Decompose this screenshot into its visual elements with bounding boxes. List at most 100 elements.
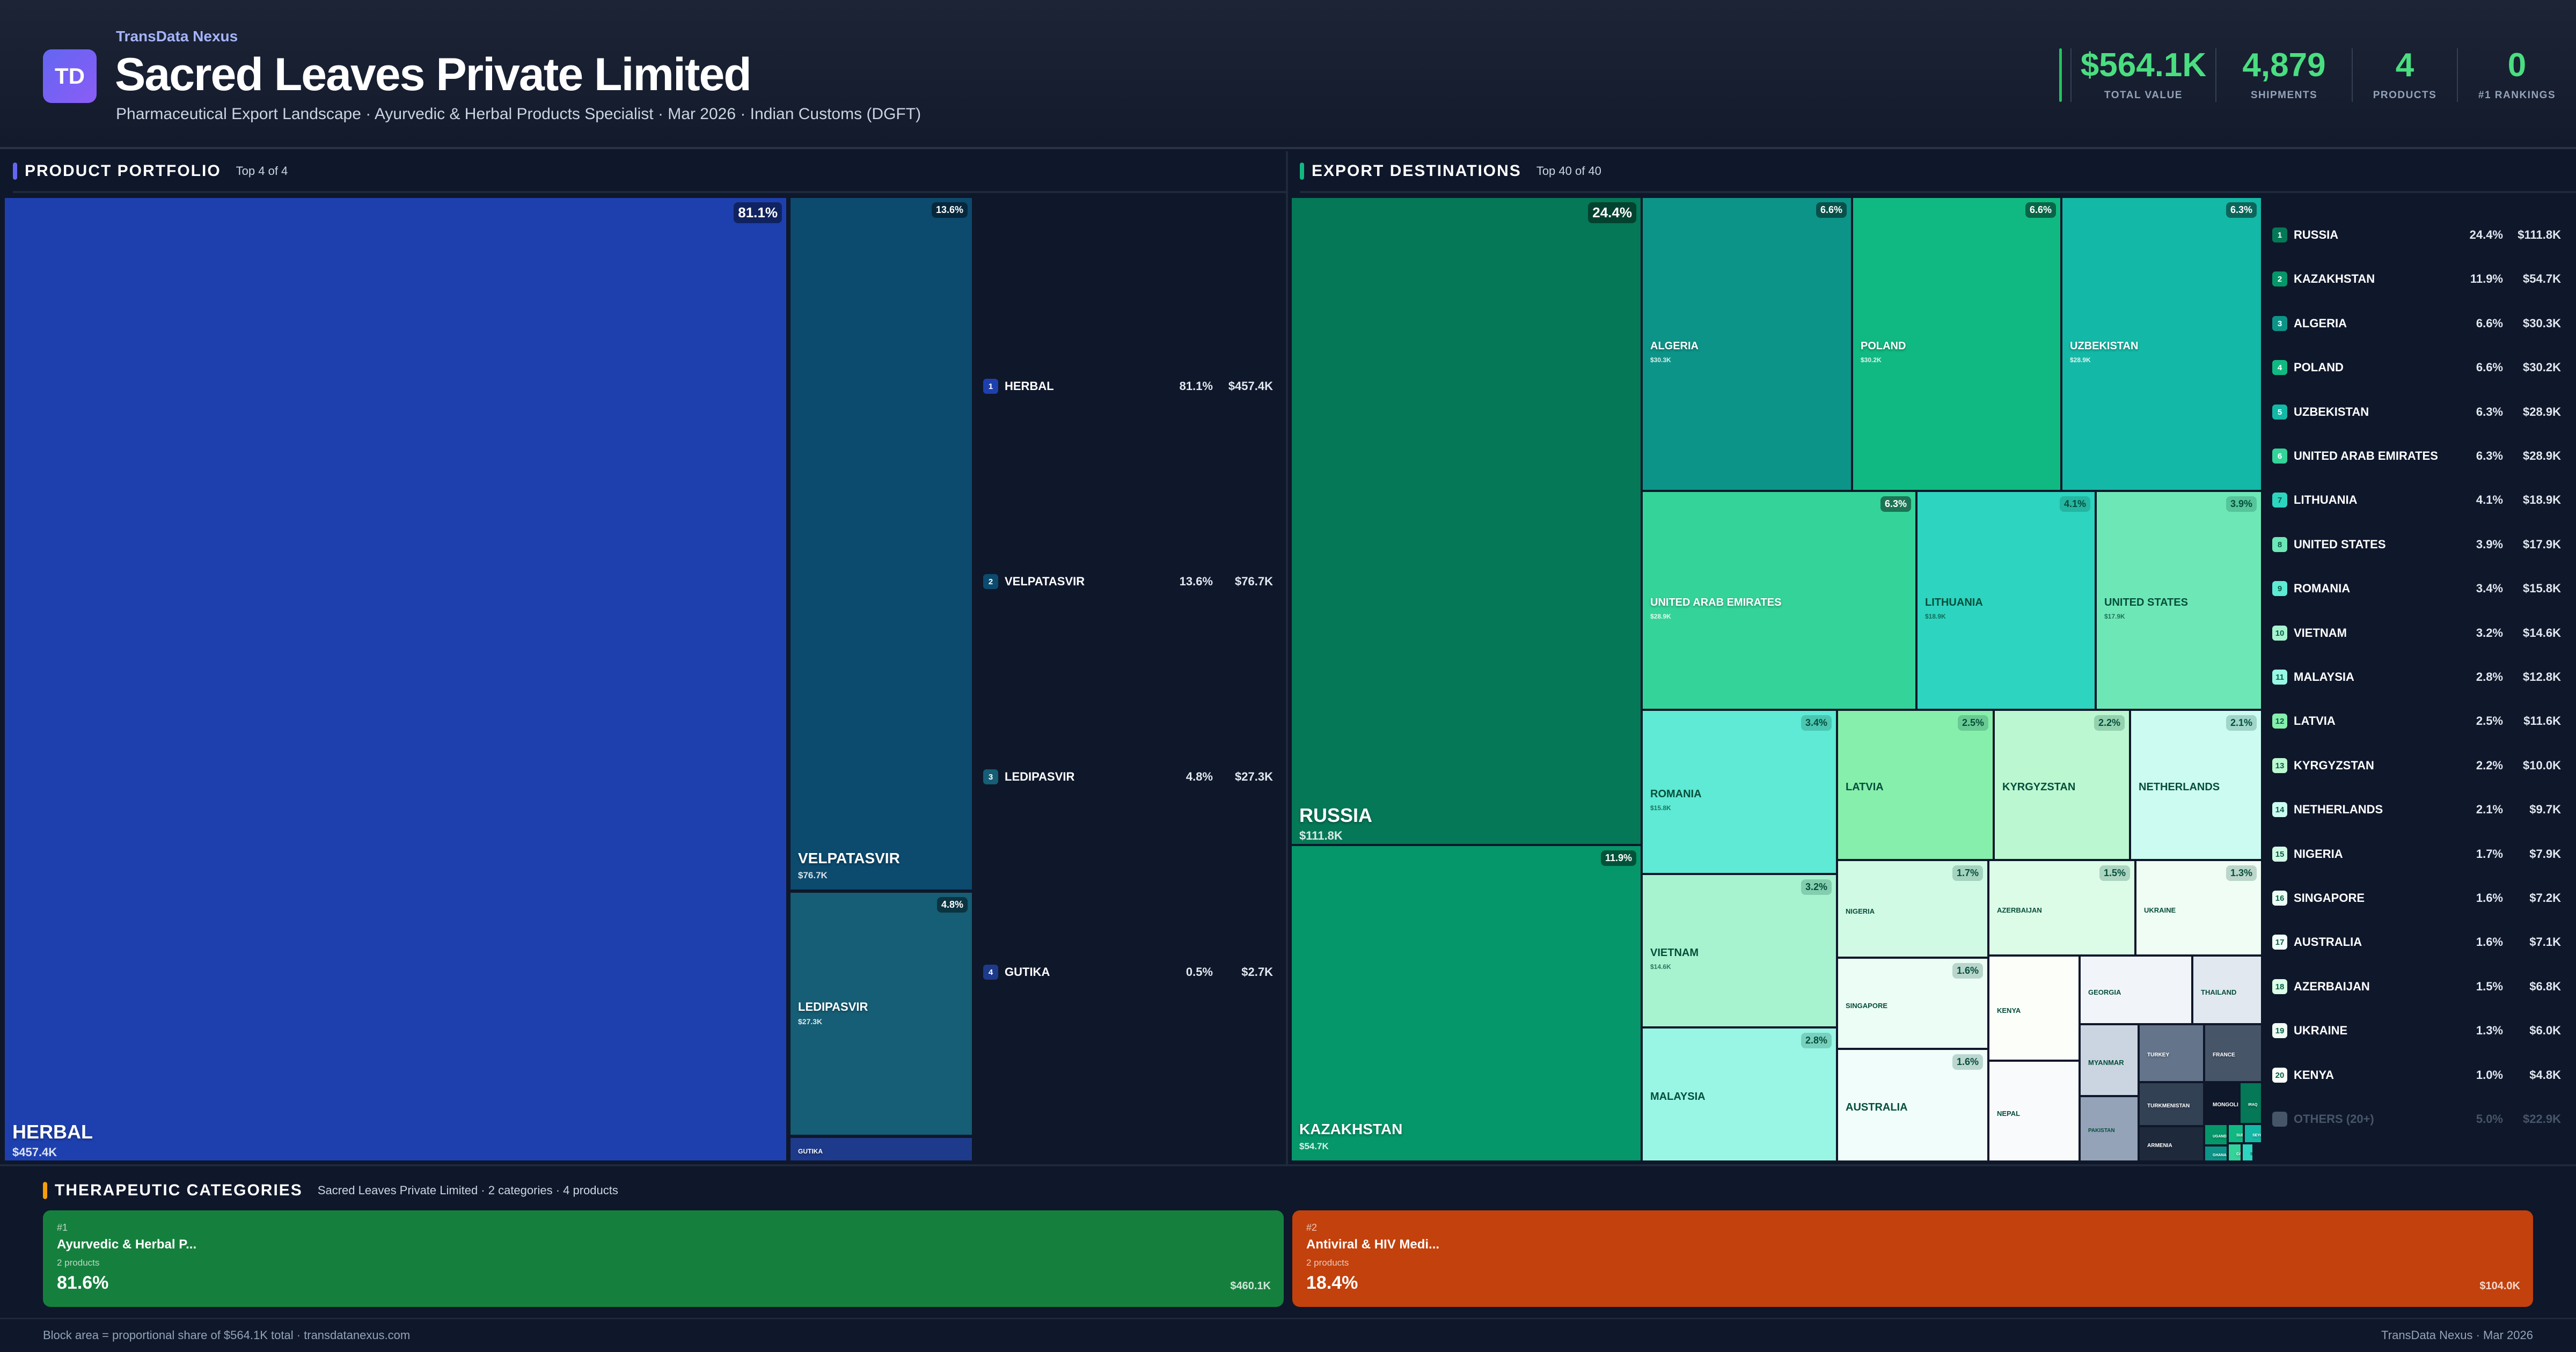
legend-item[interactable]: 17 AUSTRALIA 1.6% $7.1K xyxy=(2272,931,2562,953)
legend-value: $18.9K xyxy=(2523,493,2561,506)
legend-item[interactable]: 13 KYRGYZSTAN 2.2% $10.0K xyxy=(2272,755,2562,776)
cell-name: TURKMENISTAN xyxy=(2147,1103,2190,1109)
category-name: Ayurvedic & Herbal P... xyxy=(57,1237,197,1252)
legend-item[interactable]: 1 HERBAL 81.1% $457.4K xyxy=(983,376,1273,397)
legend-item[interactable]: 3 ALGERIA 6.6% $30.3K xyxy=(2272,313,2562,334)
legend-name: KYRGYZSTAN xyxy=(2294,759,2374,772)
treemap-cell-vietnam[interactable]: 3.2% VIETNAM $14.6K xyxy=(1641,873,1838,1028)
cell-name: RUSSIA xyxy=(1299,804,1373,826)
cell-name: SINGAPORE xyxy=(1846,1002,1888,1010)
legend-item[interactable]: 14 NETHERLANDS 2.1% $9.7K xyxy=(2272,799,2562,820)
treemap-cell-nigeria[interactable]: 1.7% NIGERIA xyxy=(1836,859,1989,958)
legend-name: VIETNAM xyxy=(2294,626,2347,640)
treemap-cell-malaysia[interactable]: 2.8% MALAYSIA xyxy=(1641,1027,1838,1162)
legend-value: $7.2K xyxy=(2529,891,2561,905)
kpi-value: 4,879 xyxy=(2242,47,2326,84)
legend-item[interactable]: 2 VELPATASVIR 13.6% $76.7K xyxy=(983,571,1273,592)
footer-credit: TransData Nexus · Mar 2026 xyxy=(2381,1328,2533,1342)
cell-name: ROMANIA xyxy=(1650,788,1702,800)
treemap-cell-uganda[interactable]: UGANDA xyxy=(2204,1123,2228,1146)
legend-value: $7.9K xyxy=(2529,847,2561,861)
treemap-cell-ukraine[interactable]: 1.3% UKRAINE xyxy=(2135,859,2263,956)
treemap-cell-azerbaijan[interactable]: 1.5% AZERBAIJAN xyxy=(1988,859,2136,956)
treemap-cell-kenya[interactable]: KENYA xyxy=(1988,955,2080,1061)
legend-pct: 1.3% xyxy=(2476,1024,2503,1037)
treemap-cell-nepal[interactable]: NEPAL xyxy=(1988,1060,2080,1162)
legend-item[interactable]: 6 UNITED ARAB EMIRATES 6.3% $28.9K xyxy=(2272,445,2562,467)
treemap-cell-uzbekistan[interactable]: 6.3% UZBEKISTAN $28.9K xyxy=(2061,196,2263,491)
treemap-cell-thailand[interactable]: THAILAND xyxy=(2192,955,2263,1025)
legend-item[interactable]: 7 LITHUANIA 4.1% $18.9K xyxy=(2272,489,2562,511)
treemap-cell-romania[interactable]: 3.4% ROMANIA $15.8K xyxy=(1641,709,1838,875)
treemap-cell-poland[interactable]: 6.6% POLAND $30.2K xyxy=(1851,196,2062,491)
treemap-cell-united-states[interactable]: 3.9% UNITED STATES $17.9K xyxy=(2095,490,2263,710)
treemap-cell-kyrgyzstan[interactable]: 2.2% KYRGYZSTAN xyxy=(1993,709,2131,861)
legend-pct: 2.2% xyxy=(2476,759,2503,772)
cell-name: VELPATASVIR xyxy=(798,850,900,866)
legend-item[interactable]: 4 POLAND 6.6% $30.2K xyxy=(2272,357,2562,378)
treemap-cell-gutika[interactable]: GUTIKA xyxy=(789,1136,974,1162)
treemap-cell-armenia[interactable]: ARMENIA xyxy=(2138,1126,2205,1162)
treemap-cell-algeria[interactable]: 6.6% ALGERIA $30.3K xyxy=(1641,196,1853,491)
legend-pct: 1.6% xyxy=(2476,891,2503,905)
treemap-cell-united-arab-emirates[interactable]: 6.3% UNITED ARAB EMIRATES $28.9K xyxy=(1641,490,1917,710)
legend-item[interactable]: 1 RUSSIA 24.4% $111.8K xyxy=(2272,224,2562,246)
treemap-cell-myanmar[interactable]: MYANMAR xyxy=(2079,1024,2139,1097)
treemap-cell-iraq[interactable]: IRAQ xyxy=(2239,1082,2263,1125)
category-name: Antiviral & HIV Medi... xyxy=(1306,1237,1440,1252)
legend-item[interactable]: 15 NIGERIA 1.7% $7.9K xyxy=(2272,843,2562,865)
treemap-cell-singapore[interactable]: 1.6% SINGAPORE xyxy=(1836,957,1989,1049)
cell-name: UZBEKISTAN xyxy=(2070,340,2139,352)
category-card[interactable]: #1 Ayurvedic & Herbal P... 2 products 81… xyxy=(43,1210,1284,1307)
rank-badge: 18 xyxy=(2272,979,2287,994)
legend-item[interactable]: 11 MALAYSIA 2.8% $12.8K xyxy=(2272,666,2562,688)
legend-item[interactable]: 9 ROMANIA 3.4% $15.8K xyxy=(2272,578,2562,599)
treemap-cell-sri-lanka[interactable]: SRI LANKA xyxy=(2241,1143,2254,1162)
treemap-cell-france[interactable]: FRANCE xyxy=(2204,1024,2263,1083)
treemap-cell-latvia[interactable]: 2.5% LATVIA xyxy=(1836,709,1994,861)
treemap-cell-russia[interactable]: 24.4% RUSSIA $111.8K xyxy=(1290,196,1642,846)
treemap-cell-turkey[interactable]: TURKEY xyxy=(2138,1024,2205,1083)
rank-badge: 10 xyxy=(2272,626,2287,641)
treemap-cell-velpatasvir[interactable]: 13.6% VELPATASVIR $76.7K xyxy=(789,196,974,891)
treemap-cell-pakistan[interactable]: PAKISTAN xyxy=(2079,1096,2139,1162)
legend-item[interactable]: 5 UZBEKISTAN 6.3% $28.9K xyxy=(2272,401,2562,423)
legend-item[interactable]: 16 SINGAPORE 1.6% $7.2K xyxy=(2272,887,2562,909)
treemap-cell-australia[interactable]: 1.6% AUSTRALIA xyxy=(1836,1048,1989,1162)
legend-name: ALGERIA xyxy=(2294,317,2347,330)
legend-item-others[interactable]: OTHERS (20+) 5.0% $22.9K xyxy=(2272,1108,2562,1130)
page-title: Sacred Leaves Private Limited xyxy=(115,49,752,100)
legend-item[interactable]: 8 UNITED STATES 3.9% $17.9K xyxy=(2272,534,2562,555)
header: TD TransData Nexus Sacred Leaves Private… xyxy=(0,0,2576,149)
legend-item[interactable]: 2 KAZAKHSTAN 11.9% $54.7K xyxy=(2272,268,2562,290)
legend-item[interactable]: 19 UKRAINE 1.3% $6.0K xyxy=(2272,1020,2562,1041)
treemap-cell-lithuania[interactable]: 4.1% LITHUANIA $18.9K xyxy=(1916,490,2096,710)
legend-value: $111.8K xyxy=(2518,228,2561,241)
category-pct: 18.4% xyxy=(1306,1273,1358,1293)
treemap-cell-herbal[interactable]: 81.1% HERBAL $457.4K xyxy=(3,196,788,1162)
cell-value: $18.9K xyxy=(1925,613,1946,620)
legend-item[interactable]: 4 GUTIKA 0.5% $2.7K xyxy=(983,961,1273,983)
rank-badge: 8 xyxy=(2272,537,2287,552)
cell-name: MYANMAR xyxy=(2088,1059,2124,1067)
cell-pct-badge: 2.5% xyxy=(1957,715,1988,731)
treemap-cell-georgia[interactable]: GEORGIA xyxy=(2079,955,2193,1025)
treemap-cell-sudan[interactable]: SUDAN xyxy=(2227,1123,2244,1144)
treemap-cell-netherlands[interactable]: 2.1% NETHERLANDS xyxy=(2129,709,2263,861)
legend-item[interactable]: 12 LATVIA 2.5% $11.6K xyxy=(2272,710,2562,732)
cell-name: UGANDA xyxy=(2213,1135,2228,1138)
legend-item[interactable]: 10 VIETNAM 3.2% $14.6K xyxy=(2272,622,2562,644)
treemap-cell-ledipasvir[interactable]: 4.8% LEDIPASVIR $27.3K xyxy=(789,891,974,1136)
cell-name: NEPAL xyxy=(1997,1109,2021,1118)
legend-item[interactable]: 18 AZERBAIJAN 1.5% $6.8K xyxy=(2272,976,2562,997)
category-card[interactable]: #2 Antiviral & HIV Medi... 2 products 18… xyxy=(1292,1210,2533,1307)
legend-item[interactable]: 20 KENYA 1.0% $4.8K xyxy=(2272,1064,2562,1086)
legend-item[interactable]: 3 LEDIPASVIR 4.8% $27.3K xyxy=(983,766,1273,788)
treemap-cell-turkmenistan[interactable]: TURKMENISTAN xyxy=(2138,1082,2205,1127)
treemap-cell-seychelles[interactable]: SEYCHELLES xyxy=(2243,1123,2263,1144)
legend-name: LITHUANIA xyxy=(2294,493,2358,506)
treemap-cell-kazakhstan[interactable]: 11.9% KAZAKHSTAN $54.7K xyxy=(1290,844,1642,1162)
treemap-cell-mongolia[interactable]: MONGOLIA xyxy=(2204,1082,2240,1125)
treemap-cell-cambodia[interactable]: CAMBODIA xyxy=(2227,1143,2242,1162)
treemap-cell-ghana[interactable]: GHANA xyxy=(2204,1145,2228,1162)
